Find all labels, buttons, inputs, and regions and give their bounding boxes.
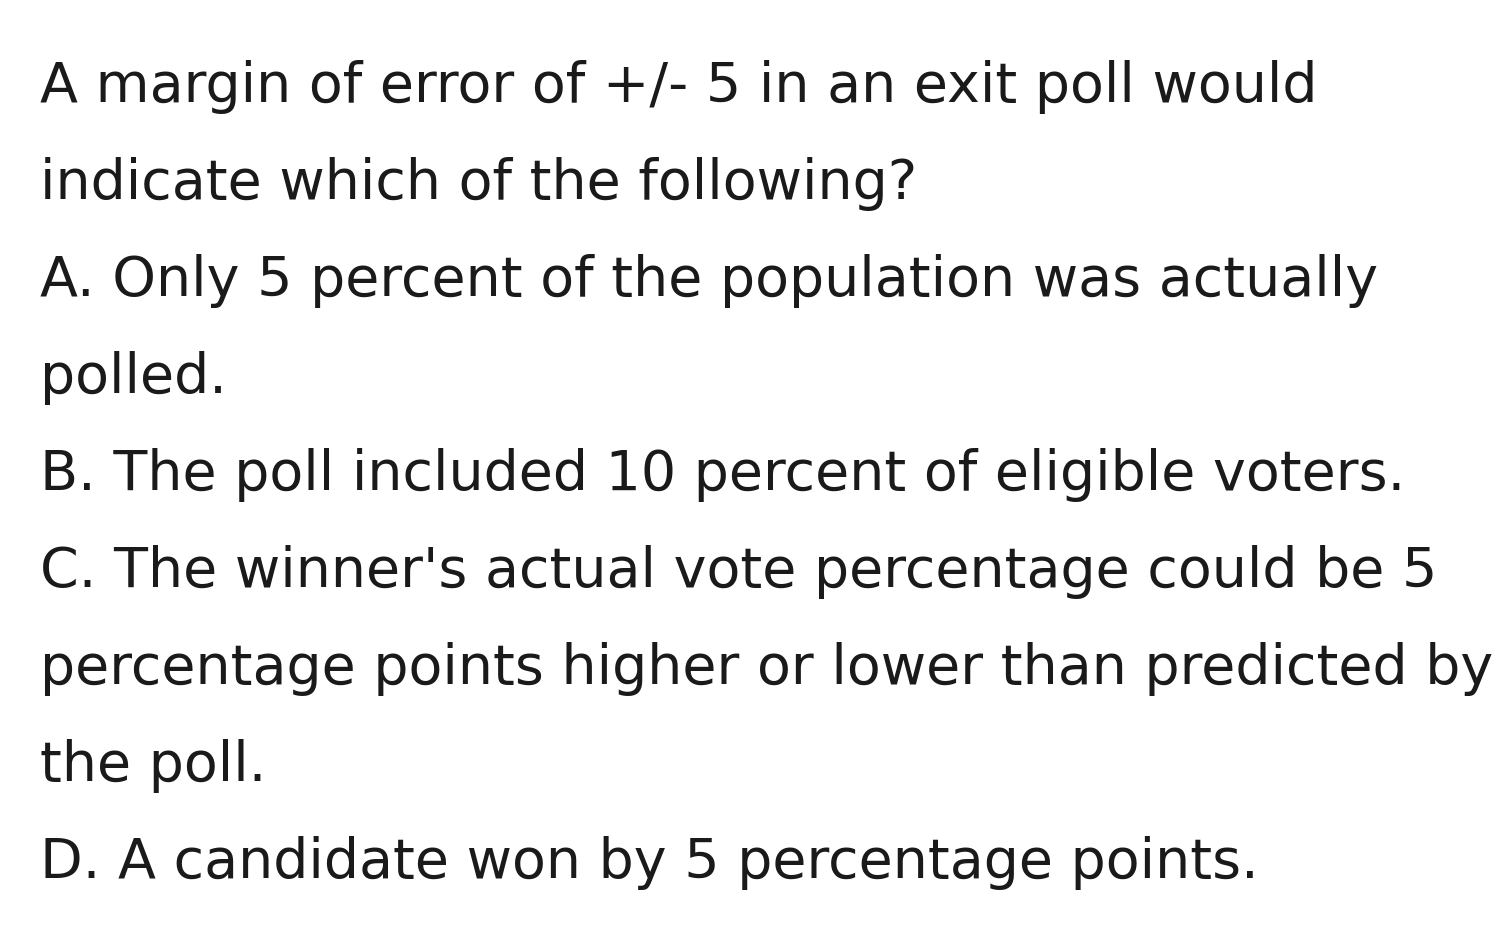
Text: percentage points higher or lower than predicted by: percentage points higher or lower than p… (40, 642, 1492, 696)
Text: C. The winner's actual vote percentage could be 5: C. The winner's actual vote percentage c… (40, 545, 1437, 599)
Text: the poll.: the poll. (40, 739, 267, 793)
Text: D. A candidate won by 5 percentage points.: D. A candidate won by 5 percentage point… (40, 836, 1258, 890)
Text: polled.: polled. (40, 351, 226, 405)
Text: indicate which of the following?: indicate which of the following? (40, 157, 916, 211)
Text: A margin of error of +/- 5 in an exit poll would: A margin of error of +/- 5 in an exit po… (40, 60, 1317, 114)
Text: B. The poll included 10 percent of eligible voters.: B. The poll included 10 percent of eligi… (40, 448, 1406, 502)
Text: A. Only 5 percent of the population was actually: A. Only 5 percent of the population was … (40, 254, 1378, 308)
